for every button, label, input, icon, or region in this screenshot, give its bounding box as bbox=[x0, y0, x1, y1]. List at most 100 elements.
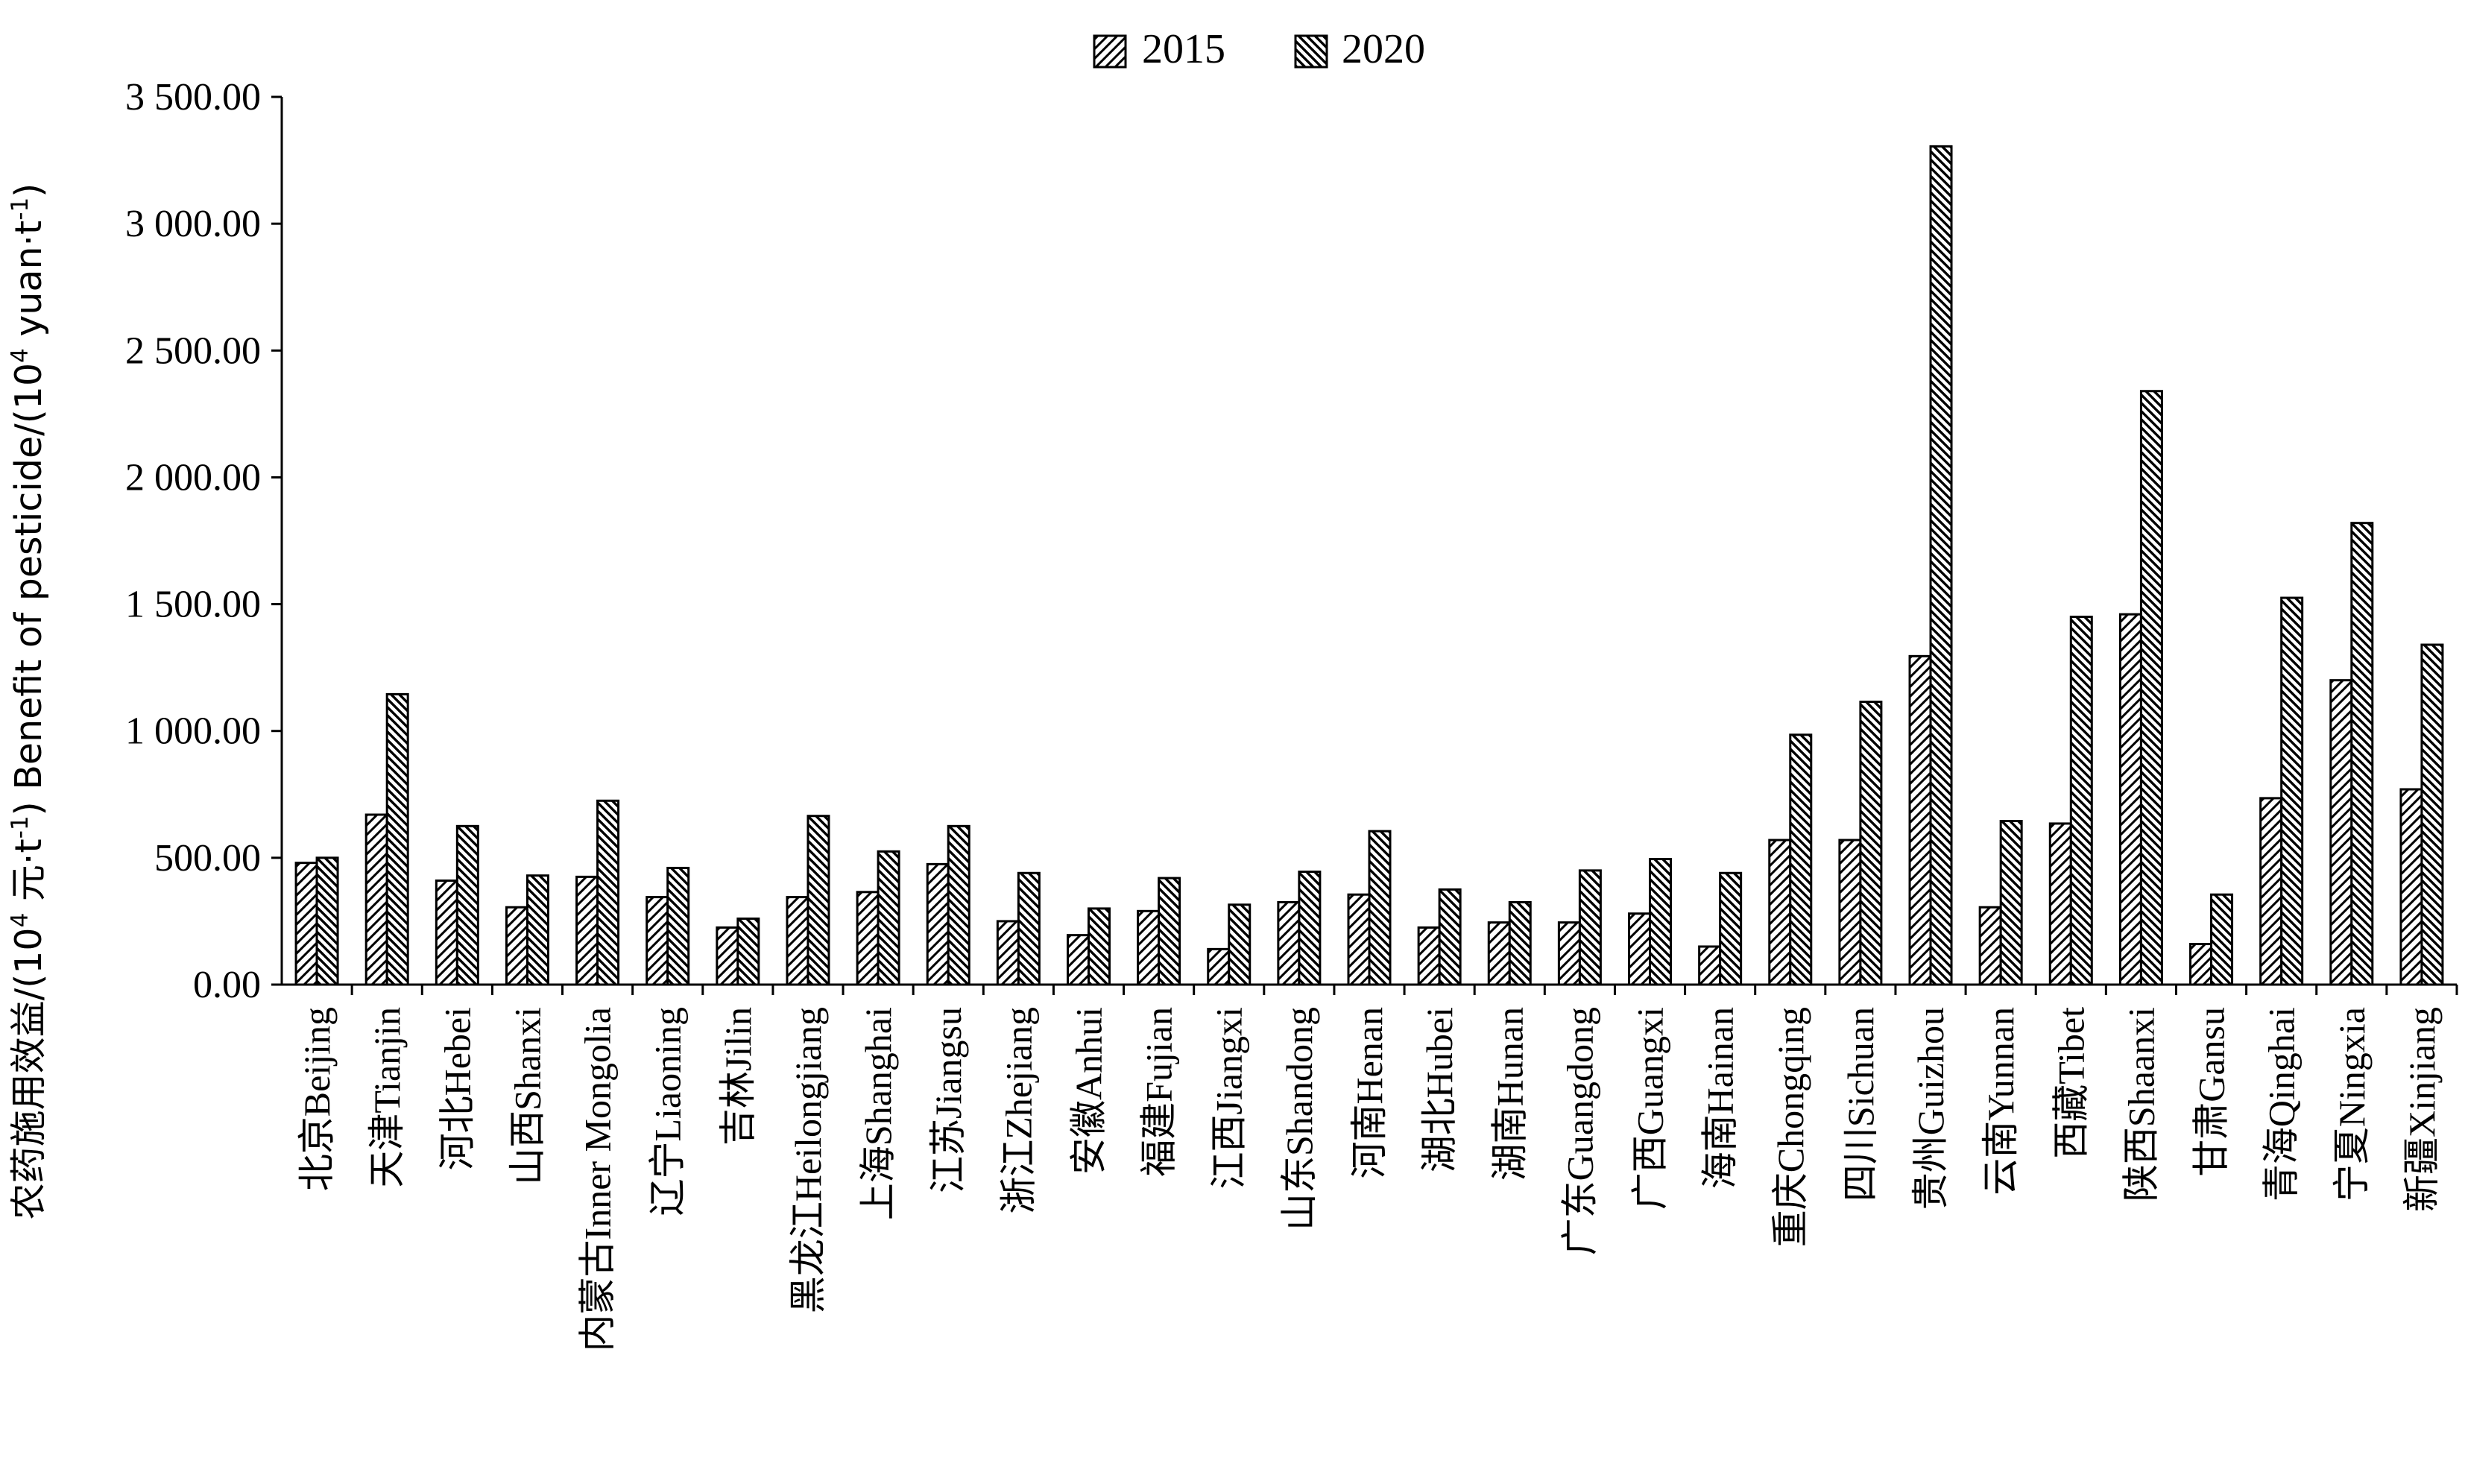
bar-2015-15 bbox=[1347, 893, 1371, 986]
x-tick-label: 北京Beijing bbox=[296, 1007, 338, 1191]
bar-2015-1 bbox=[364, 813, 388, 986]
bar-2015-11 bbox=[1066, 934, 1090, 986]
x-tick-label: 河北Hebei bbox=[436, 1007, 478, 1170]
axes bbox=[280, 97, 2458, 995]
bar-2015-14 bbox=[1277, 900, 1301, 986]
y-tick-label: 3 000.00 bbox=[125, 203, 261, 245]
y-tick-label: 1 500.00 bbox=[125, 584, 261, 626]
x-tick-label: 浙江Zhejiang bbox=[997, 1007, 1039, 1214]
bar-2020-27 bbox=[2210, 893, 2234, 986]
bar-2015-4 bbox=[575, 875, 599, 986]
bar-2015-24 bbox=[1978, 906, 2002, 986]
bar-2020-1 bbox=[385, 692, 409, 986]
x-tick-label: 宁夏Ningxia bbox=[2331, 1007, 2373, 1202]
bar-2015-30 bbox=[2399, 788, 2423, 986]
y-tick-label: 2 000.00 bbox=[125, 456, 261, 499]
bar-2015-28 bbox=[2259, 797, 2283, 986]
bar-2020-14 bbox=[1298, 871, 1322, 986]
bar-2020-7 bbox=[807, 815, 830, 986]
bar-2015-2 bbox=[435, 879, 458, 986]
bar-2020-19 bbox=[1649, 858, 1673, 986]
x-tick-label: 贵州Guizhou bbox=[1910, 1007, 1951, 1210]
x-tick-label: 内蒙古Inner Mongolia bbox=[577, 1007, 619, 1351]
bar-2020-26 bbox=[2139, 390, 2163, 986]
bar-2015-12 bbox=[1137, 909, 1161, 986]
bar-2015-22 bbox=[1838, 839, 1862, 986]
y-tick-label: 3 500.00 bbox=[125, 76, 261, 119]
bar-2020-8 bbox=[877, 850, 900, 986]
bar-2020-23 bbox=[1929, 145, 1953, 986]
x-tick-label: 江苏Jiangsu bbox=[927, 1007, 969, 1193]
bar-2015-3 bbox=[505, 906, 528, 986]
legend: 2015 2020 bbox=[1093, 26, 1425, 72]
x-tick-label: 广东Guangdong bbox=[1559, 1007, 1600, 1255]
bar-2020-0 bbox=[315, 856, 339, 986]
bar-2015-23 bbox=[1908, 654, 1932, 986]
x-tick-label: 新疆Xinjiang bbox=[2401, 1007, 2443, 1212]
legend-label-2015: 2015 bbox=[1142, 26, 1225, 72]
x-tick-label: 湖北Hubei bbox=[1418, 1007, 1460, 1172]
bar-2020-20 bbox=[1719, 871, 1743, 986]
x-tick-label: 江西Jiangxi bbox=[1208, 1007, 1250, 1189]
x-tick-label: 福建Fujian bbox=[1138, 1007, 1180, 1177]
x-tick-label: 黑龙江Heilongjiang bbox=[787, 1007, 829, 1313]
x-tick-label: 湖南Hunan bbox=[1489, 1007, 1530, 1181]
bar-2020-6 bbox=[736, 918, 760, 986]
bar-2020-11 bbox=[1087, 907, 1111, 986]
bar-2015-18 bbox=[1557, 921, 1581, 986]
bar-2020-2 bbox=[455, 824, 479, 986]
bar-2020-18 bbox=[1578, 869, 1602, 986]
x-tick-label: 云南Yunnan bbox=[1980, 1007, 2021, 1196]
bar-2020-29 bbox=[2350, 522, 2374, 986]
bar-2015-7 bbox=[786, 896, 809, 986]
bar-2020-9 bbox=[947, 824, 970, 986]
x-tick-label: 重庆Chongqing bbox=[1770, 1007, 1811, 1247]
bar-2015-8 bbox=[856, 891, 880, 986]
bar-2015-16 bbox=[1417, 926, 1441, 986]
bar-2020-4 bbox=[596, 799, 620, 986]
bar-2020-12 bbox=[1158, 877, 1181, 986]
bar-2020-30 bbox=[2420, 643, 2444, 986]
y-tick-label: 1 000.00 bbox=[125, 710, 261, 753]
legend-swatch-2015 bbox=[1093, 34, 1127, 69]
bar-2020-5 bbox=[666, 866, 690, 986]
y-axis-title: 农药施用效益/(104 元·t-1) Benefit of pesticide/… bbox=[7, 183, 50, 1220]
x-tick-label: 西藏Tibet bbox=[2050, 1007, 2092, 1159]
x-tick-label: 海南Hainan bbox=[1699, 1007, 1741, 1189]
x-tick-label: 安徽Anhui bbox=[1067, 1007, 1109, 1175]
x-tick-label: 山西Shanxi bbox=[506, 1007, 548, 1185]
bar-2020-28 bbox=[2280, 596, 2304, 986]
legend-swatch-2020 bbox=[1294, 34, 1328, 69]
bar-2015-9 bbox=[926, 862, 950, 986]
x-tick-label: 辽宁Liaoning bbox=[647, 1007, 689, 1216]
y-tick-label: 2 500.00 bbox=[125, 329, 261, 372]
bar-2020-24 bbox=[1999, 820, 2023, 986]
x-tick-label: 四川Sichuan bbox=[1840, 1007, 1881, 1202]
bar-2015-6 bbox=[716, 926, 739, 986]
x-tick-label: 广西Guangxi bbox=[1629, 1007, 1671, 1210]
x-tick-label: 青海Qinghai bbox=[2261, 1007, 2303, 1202]
bar-2020-22 bbox=[1859, 701, 1883, 986]
bar-2020-21 bbox=[1789, 733, 1813, 986]
bar-2015-0 bbox=[294, 862, 318, 986]
bar-2015-25 bbox=[2048, 822, 2072, 986]
x-tick-label: 天津Tianjin bbox=[366, 1007, 408, 1188]
bar-2015-21 bbox=[1768, 839, 1792, 986]
x-tick-label: 山东Shandong bbox=[1278, 1007, 1320, 1231]
bars bbox=[294, 145, 2444, 986]
y-tick-label: 500.00 bbox=[154, 837, 261, 880]
x-tick-label: 吉林Jilin bbox=[717, 1007, 759, 1146]
bar-2020-15 bbox=[1368, 830, 1392, 986]
x-tick-label: 上海Shanghai bbox=[857, 1007, 899, 1220]
bar-2015-19 bbox=[1628, 912, 1652, 986]
bar-2020-3 bbox=[525, 874, 549, 986]
bar-2015-29 bbox=[2329, 679, 2353, 986]
bar-2020-16 bbox=[1438, 888, 1462, 986]
bar-2015-10 bbox=[996, 920, 1020, 986]
bar-2015-26 bbox=[2118, 613, 2142, 986]
bar-2015-27 bbox=[2189, 943, 2213, 986]
legend-label-2020: 2020 bbox=[1342, 26, 1425, 72]
y-tick-label: 0.00 bbox=[193, 964, 261, 1006]
x-tick-label: 陕西Shaanxi bbox=[2120, 1007, 2162, 1202]
